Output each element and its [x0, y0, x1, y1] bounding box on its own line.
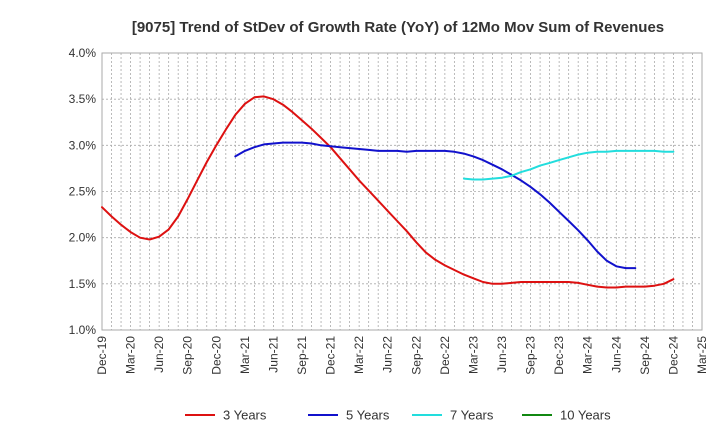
legend-label-5-years: 5 Years	[346, 408, 390, 423]
x-tick-label: Dec-23	[552, 336, 566, 375]
y-tick-label: 1.5%	[69, 277, 97, 291]
x-tick-label: Mar-23	[466, 336, 480, 374]
x-tick-label: Sep-23	[524, 336, 538, 375]
y-tick-label: 1.0%	[69, 323, 97, 337]
series-lines	[101, 95, 675, 289]
x-tick-label: Sep-20	[181, 336, 195, 375]
x-tick-label: Jun-24	[609, 336, 623, 373]
grid	[102, 53, 702, 330]
legend-label-3-years: 3 Years	[223, 408, 267, 423]
x-tick-label: Dec-19	[95, 336, 109, 375]
y-tick-label: 2.0%	[69, 231, 97, 245]
y-axis: 1.0% 1.5% 2.0% 2.5% 3.0% 3.5% 4.0%	[69, 46, 97, 337]
x-tick-label: Mar-21	[238, 336, 252, 374]
x-tick-label: Sep-24	[638, 336, 652, 375]
legend-label-10-years: 10 Years	[560, 408, 611, 423]
x-tick-label: Dec-20	[209, 336, 223, 375]
chart-title: [9075] Trend of StDev of Growth Rate (Yo…	[132, 19, 664, 36]
x-tick-label: Mar-24	[581, 336, 595, 374]
x-tick-label: Mar-25	[695, 336, 709, 374]
x-tick-label: Jun-22	[381, 336, 395, 373]
x-tick-label: Jun-23	[495, 336, 509, 373]
x-tick-label: Jun-20	[152, 336, 166, 373]
series-line-7-years	[462, 149, 675, 181]
x-tick-label: Dec-24	[666, 336, 680, 375]
x-tick-label: Jun-21	[266, 336, 280, 373]
y-tick-label: 3.5%	[69, 92, 97, 106]
legend-label-7-years: 7 Years	[450, 408, 494, 423]
y-tick-label: 4.0%	[69, 46, 97, 60]
x-tick-label: Dec-22	[438, 336, 452, 375]
x-tick-label: Mar-22	[352, 336, 366, 374]
x-tick-label: Dec-21	[324, 336, 338, 375]
series-line-3-years	[101, 95, 675, 289]
x-tick-label: Sep-21	[295, 336, 309, 375]
y-tick-label: 3.0%	[69, 138, 97, 152]
legend: 3 Years 5 Years 7 Years 10 Years	[185, 408, 611, 423]
x-axis: Dec-19 Mar-20 Jun-20 Sep-20 Dec-20 Mar-21 Jun-…	[95, 336, 709, 375]
x-tick-label: Sep-22	[409, 336, 423, 375]
y-tick-label: 2.5%	[69, 185, 97, 199]
series-line-5-years	[234, 141, 637, 270]
x-tick-label: Mar-20	[124, 336, 138, 374]
